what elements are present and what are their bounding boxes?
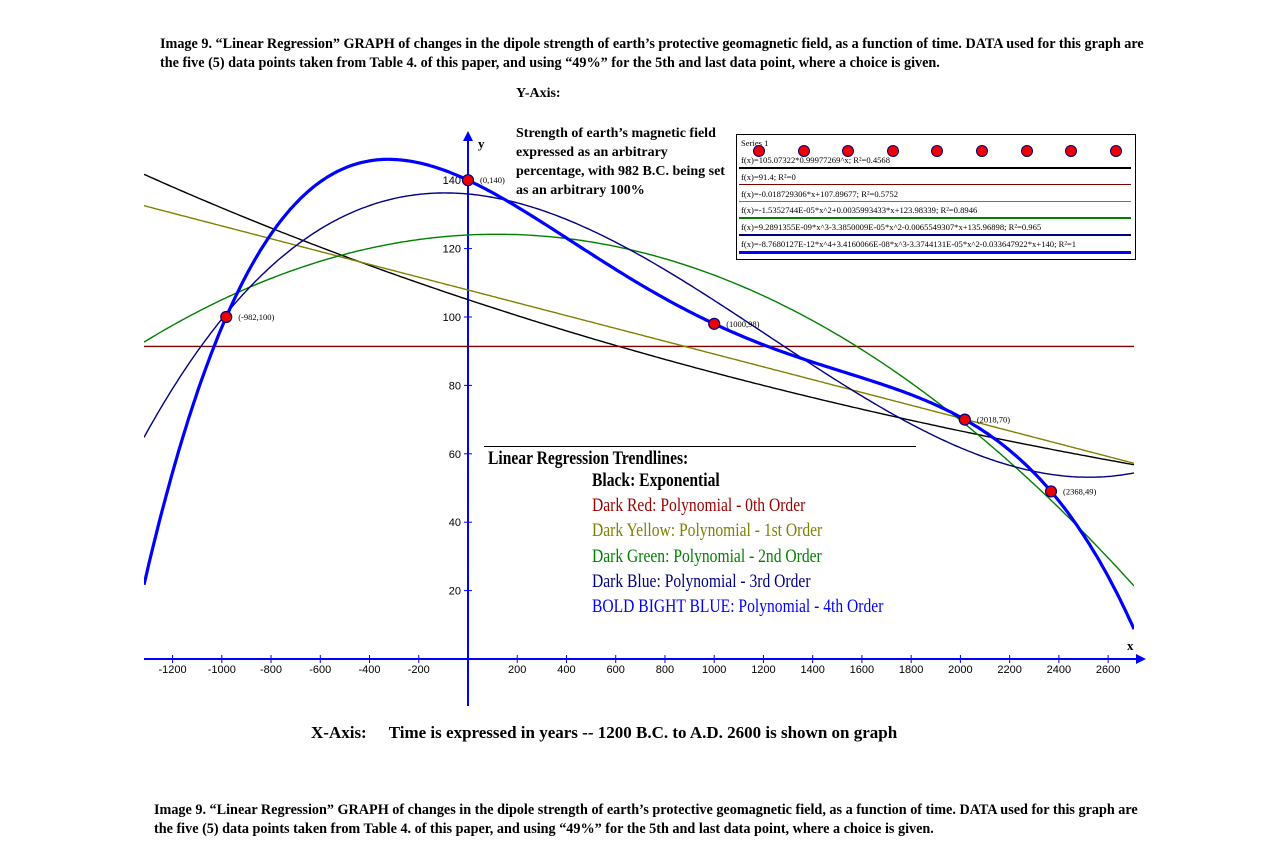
legend-marker-dot — [753, 145, 765, 157]
y-tick-label: 140 — [443, 175, 461, 187]
data-point-label: (2368,49) — [1063, 486, 1096, 496]
legend-series-label: Series 1 — [741, 138, 769, 148]
legend-marker-dot — [797, 145, 810, 157]
legend-row-line — [739, 200, 1131, 203]
y-axis-title: Y-Axis: — [516, 86, 561, 101]
trendlines-title: Linear Regression Trendlines: — [488, 448, 689, 469]
x-tick-label: 1600 — [850, 664, 874, 676]
x-tick-label: -400 — [359, 664, 381, 676]
legend-row-line — [739, 183, 1131, 186]
x-tick-label: -600 — [309, 664, 331, 676]
legend-row-line — [739, 251, 1131, 254]
legend-row-line — [739, 167, 1131, 169]
legend-marker-dot — [1109, 145, 1122, 157]
y-axis-description: Strength of earth’s magnetic field expre… — [516, 126, 725, 198]
y-tick-label: 40 — [449, 517, 461, 529]
legend-row-line — [739, 234, 1131, 236]
data-point — [461, 174, 475, 187]
legend-row-line — [739, 217, 1131, 219]
legend-marker-dot — [1020, 145, 1033, 157]
x-axis-title: X-Axis: Time is expressed in years -- 120… — [311, 723, 897, 743]
legend-marker-dot — [931, 145, 944, 157]
data-point — [220, 310, 233, 324]
data-point — [708, 317, 721, 330]
legend-box: Series 1 f(x)=105.07322*0.99977269^x; R²… — [736, 134, 1136, 260]
trendlines-rule — [484, 446, 916, 447]
x-axis-label: x — [1127, 638, 1134, 653]
x-axis-title-label: X-Axis: — [311, 723, 367, 742]
trendline-description: Dark Green: Polynomial - 2nd Order — [592, 545, 822, 567]
y-tick-label: 20 — [449, 586, 461, 598]
data-point — [1044, 485, 1058, 498]
legend-marker-row — [753, 145, 1133, 157]
x-tick-label: 600 — [607, 664, 625, 676]
x-tick-label: 800 — [656, 664, 674, 676]
trendline-description: Dark Blue: Polynomial - 3rd Order — [592, 570, 811, 592]
x-tick-label: 1000 — [702, 664, 726, 676]
legend-marker-dot — [1065, 145, 1078, 157]
trendline-description: BOLD BIGHT BLUE: Polynomial - 4th Order — [592, 596, 884, 617]
data-point-label: (-982,100) — [238, 312, 274, 322]
y-tick-label: 60 — [449, 449, 461, 461]
legend-marker-dot — [976, 145, 988, 157]
data-point — [958, 413, 971, 426]
legend-marker-dot — [842, 145, 855, 157]
trendline-exponential — [144, 173, 1134, 466]
y-axis-label: y — [478, 136, 485, 151]
legend-row-text: f(x)=-0.018729306*x+107.89677; R²=0.5752 — [741, 188, 898, 199]
x-tick-label: -200 — [408, 664, 430, 676]
legend-row-text: f(x)=105.07322*0.99977269^x; R²=0.4568 — [741, 155, 891, 165]
y-tick-label: 80 — [449, 380, 461, 392]
legend-row-text: f(x)=-8.7680127E-12*x^4+3.4160066E-08*x^… — [741, 239, 1077, 249]
x-tick-label: 2000 — [948, 664, 972, 676]
x-tick-label: 2200 — [997, 664, 1021, 676]
y-axis-arrow — [463, 131, 473, 141]
x-tick-label: 1800 — [899, 664, 923, 676]
x-tick-label: -1200 — [158, 664, 186, 676]
legend-row-text: f(x)=91.4; R²=0 — [741, 171, 796, 182]
x-tick-label: 1400 — [800, 664, 824, 676]
legend-row-text: f(x)=9.2891355E-09*x^3-3.3850009E-05*x^2… — [741, 222, 1042, 233]
x-axis-title-text: Time is expressed in years -- 1200 B.C. … — [388, 723, 898, 742]
x-tick-label: 1200 — [751, 664, 775, 676]
trendline-description: Black: Exponential — [592, 470, 720, 491]
trendline-polynomial-2nd-order — [144, 233, 1134, 587]
data-point-label: (2018,70) — [977, 415, 1010, 425]
caption-bottom: Image 9. “Linear Regression” GRAPH of ch… — [154, 802, 1138, 837]
legend-marker-dot — [886, 145, 899, 157]
data-point-label: (0,140) — [480, 175, 505, 185]
trendline-description: Dark Red: Polynomial - 0th Order — [592, 495, 806, 517]
x-tick-label: 2400 — [1047, 664, 1071, 676]
y-tick-label: 120 — [443, 244, 461, 256]
x-axis-arrow — [1136, 654, 1146, 664]
trendline-description: Dark Yellow: Polynomial - 1st Order — [592, 520, 823, 542]
caption-top: Image 9. “Linear Regression” GRAPH of ch… — [160, 36, 1144, 71]
data-point-label: (1000,98) — [726, 319, 759, 329]
trendline-polynomial-3rd-order — [144, 192, 1134, 478]
x-tick-label: 400 — [557, 664, 575, 676]
x-tick-label: -1000 — [208, 664, 236, 676]
x-tick-label: 2600 — [1096, 664, 1120, 676]
y-tick-label: 100 — [443, 312, 461, 324]
x-tick-label: 200 — [508, 664, 526, 676]
legend-row-text: f(x)=-1.5352744E-05*x^2+0.0035993433*x+1… — [741, 205, 978, 216]
x-tick-label: -800 — [260, 664, 282, 676]
